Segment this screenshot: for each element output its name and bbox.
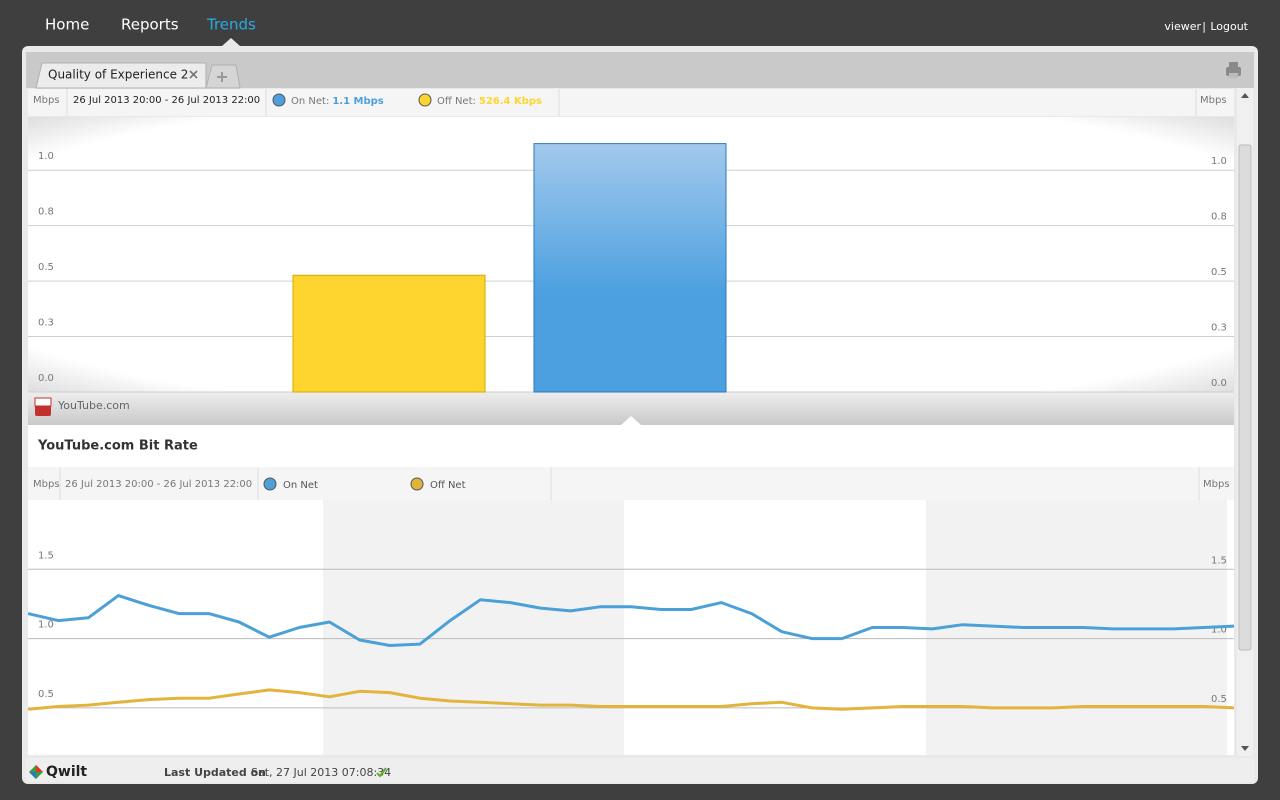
brand: Qwilt <box>46 764 87 780</box>
y2-tick-label: 0.0 <box>1211 378 1227 389</box>
legend-value: 1.1 Mbps <box>332 96 383 107</box>
y-tick-label: 0.5 <box>38 262 54 273</box>
updated-time: Sat, 27 Jul 2013 07:08:34 <box>251 766 391 779</box>
nav-pointer <box>222 38 240 46</box>
legend-label: Off Net: <box>437 96 476 107</box>
tab-close[interactable] <box>189 70 198 79</box>
bar <box>292 274 486 393</box>
unit-left: Mbps <box>33 479 60 490</box>
legend-dot <box>410 477 424 491</box>
date-range: 26 Jul 2013 20:00 - 26 Jul 2013 22:00 <box>73 95 260 106</box>
section-title: YouTube.com Bit Rate <box>37 439 198 454</box>
unit-right: Mbps <box>1203 479 1230 490</box>
user: viewer <box>1164 20 1201 33</box>
series-line <box>27 688 1235 711</box>
y2-tick-label: 1.5 <box>1211 555 1227 566</box>
y-tick-label: 0.0 <box>38 373 54 384</box>
legend-label: On Net: <box>291 96 329 107</box>
line-header <box>28 467 1234 500</box>
y2-tick-label: 0.3 <box>1211 323 1227 334</box>
logout[interactable]: Logout <box>1210 20 1248 33</box>
line-title-panel <box>28 425 1234 467</box>
updated-label: Last Updated on <box>164 766 266 779</box>
bar-header <box>28 89 1234 116</box>
separator: | <box>1202 20 1206 33</box>
legend-value: 526.4 Kbps <box>479 96 542 107</box>
ok-check <box>376 767 387 778</box>
y-tick-label: 1.5 <box>38 550 54 561</box>
y-tick-label: 0.3 <box>38 318 54 329</box>
youtube-icon <box>34 397 52 416</box>
legend-label: On Net <box>283 480 318 491</box>
unit-left: Mbps <box>33 95 60 106</box>
footer <box>26 758 1254 782</box>
bar <box>533 143 727 393</box>
legend-dot <box>272 93 286 107</box>
y-tick-label: 1.0 <box>38 151 54 162</box>
scroll-thumb[interactable] <box>1238 144 1252 651</box>
y-tick-label: 0.5 <box>38 689 54 700</box>
tab[interactable] <box>35 62 207 89</box>
y2-tick-label: 1.0 <box>1211 156 1227 167</box>
category-label: YouTube.com <box>57 399 130 412</box>
legend-dot <box>263 477 277 491</box>
y2-tick-label: 0.5 <box>1211 267 1227 278</box>
nav-item[interactable]: Reports <box>121 16 179 34</box>
y2-tick-label: 0.5 <box>1211 694 1227 705</box>
legend-label: Off Net <box>430 480 466 491</box>
qwilt-logo <box>29 765 43 779</box>
series-line <box>27 594 1235 647</box>
y-tick-label: 1.0 <box>38 620 54 631</box>
y2-tick-label: 0.8 <box>1211 212 1227 223</box>
unit-right: Mbps <box>1200 95 1227 106</box>
y-tick-label: 0.8 <box>38 207 54 218</box>
nav-item[interactable]: Trends <box>206 16 256 34</box>
nav-item[interactable]: Home <box>45 16 89 34</box>
date-range: 26 Jul 2013 20:00 - 26 Jul 2013 22:00 <box>65 479 252 490</box>
y2-tick-label: 1.0 <box>1211 625 1227 636</box>
tab-label[interactable]: Quality of Experience 2 <box>48 68 188 82</box>
add-tab-icon[interactable] <box>217 72 227 82</box>
print-icon[interactable] <box>1226 62 1241 78</box>
legend-dot <box>418 93 432 107</box>
